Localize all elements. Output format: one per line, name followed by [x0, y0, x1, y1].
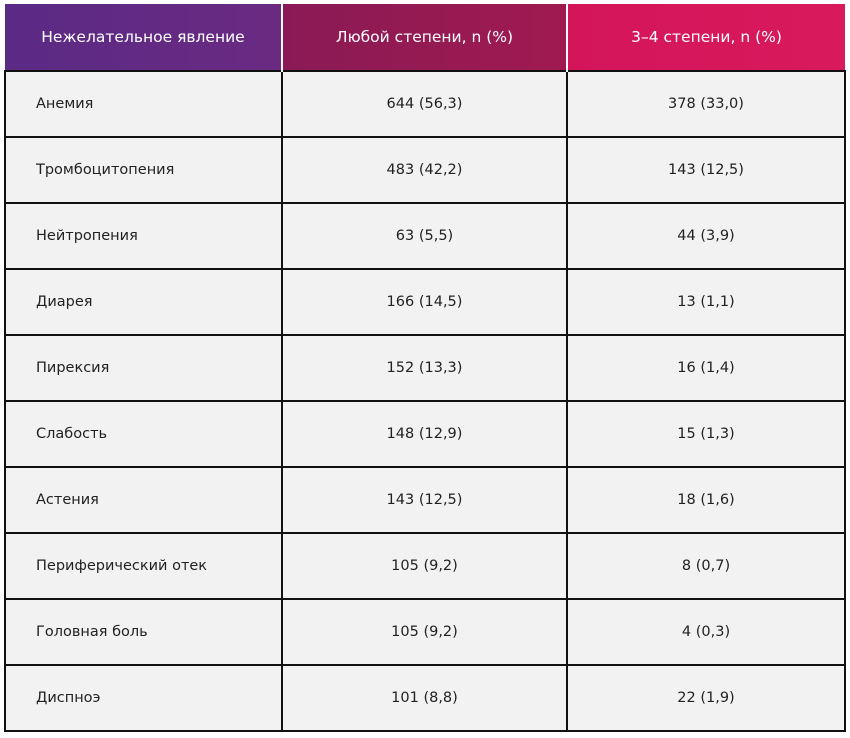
table-row: Слабость 148 (12,9) 15 (1,3): [4, 400, 846, 468]
table-header: Нежелательное явление Любой степени, n (…: [5, 4, 845, 71]
cell-adverse-event: Периферический отек: [4, 532, 283, 600]
cell-grade-3-4: 44 (3,9): [566, 202, 846, 270]
cell-grade-3-4: 143 (12,5): [566, 136, 846, 204]
table-row: Диспноэ 101 (8,8) 22 (1,9): [4, 664, 846, 732]
cell-any-grade: 105 (9,2): [281, 598, 568, 666]
header-any-grade: Любой степени, n (%): [282, 4, 568, 71]
cell-any-grade: 143 (12,5): [281, 466, 568, 534]
cell-grade-3-4: 8 (0,7): [566, 532, 846, 600]
table-row: Нейтропения 63 (5,5) 44 (3,9): [4, 202, 846, 270]
cell-adverse-event: Головная боль: [4, 598, 283, 666]
cell-any-grade: 148 (12,9): [281, 400, 568, 468]
cell-grade-3-4: 22 (1,9): [566, 664, 846, 732]
cell-grade-3-4: 16 (1,4): [566, 334, 846, 402]
cell-adverse-event: Диспноэ: [4, 664, 283, 732]
cell-adverse-event: Слабость: [4, 400, 283, 468]
header-grade-3-4: 3–4 степени, n (%): [567, 4, 845, 71]
table-row: Периферический отек 105 (9,2) 8 (0,7): [4, 532, 846, 600]
adverse-events-table-container: Нежелательное явление Любой степени, n (…: [4, 4, 846, 732]
cell-grade-3-4: 13 (1,1): [566, 268, 846, 336]
cell-adverse-event: Анемия: [4, 70, 283, 138]
cell-any-grade: 166 (14,5): [281, 268, 568, 336]
table-row: Астения 143 (12,5) 18 (1,6): [4, 466, 846, 534]
cell-any-grade: 644 (56,3): [281, 70, 568, 138]
cell-grade-3-4: 18 (1,6): [566, 466, 846, 534]
cell-adverse-event: Нейтропения: [4, 202, 283, 270]
table-body: Анемия 644 (56,3) 378 (33,0) Тромбоцитоп…: [4, 70, 846, 732]
table-row: Тромбоцитопения 483 (42,2) 143 (12,5): [4, 136, 846, 204]
cell-grade-3-4: 4 (0,3): [566, 598, 846, 666]
cell-any-grade: 101 (8,8): [281, 664, 568, 732]
table-row: Головная боль 105 (9,2) 4 (0,3): [4, 598, 846, 666]
cell-any-grade: 105 (9,2): [281, 532, 568, 600]
header-row: Нежелательное явление Любой степени, n (…: [5, 4, 845, 71]
table-row: Диарея 166 (14,5) 13 (1,1): [4, 268, 846, 336]
cell-grade-3-4: 378 (33,0): [566, 70, 846, 138]
cell-grade-3-4: 15 (1,3): [566, 400, 846, 468]
cell-adverse-event: Тромбоцитопения: [4, 136, 283, 204]
table-row: Анемия 644 (56,3) 378 (33,0): [4, 70, 846, 138]
cell-any-grade: 63 (5,5): [281, 202, 568, 270]
cell-adverse-event: Пирексия: [4, 334, 283, 402]
adverse-events-table: Нежелательное явление Любой степени, n (…: [4, 4, 846, 732]
cell-adverse-event: Астения: [4, 466, 283, 534]
cell-any-grade: 483 (42,2): [281, 136, 568, 204]
header-adverse-event: Нежелательное явление: [5, 4, 283, 71]
table-row: Пирексия 152 (13,3) 16 (1,4): [4, 334, 846, 402]
cell-any-grade: 152 (13,3): [281, 334, 568, 402]
cell-adverse-event: Диарея: [4, 268, 283, 336]
